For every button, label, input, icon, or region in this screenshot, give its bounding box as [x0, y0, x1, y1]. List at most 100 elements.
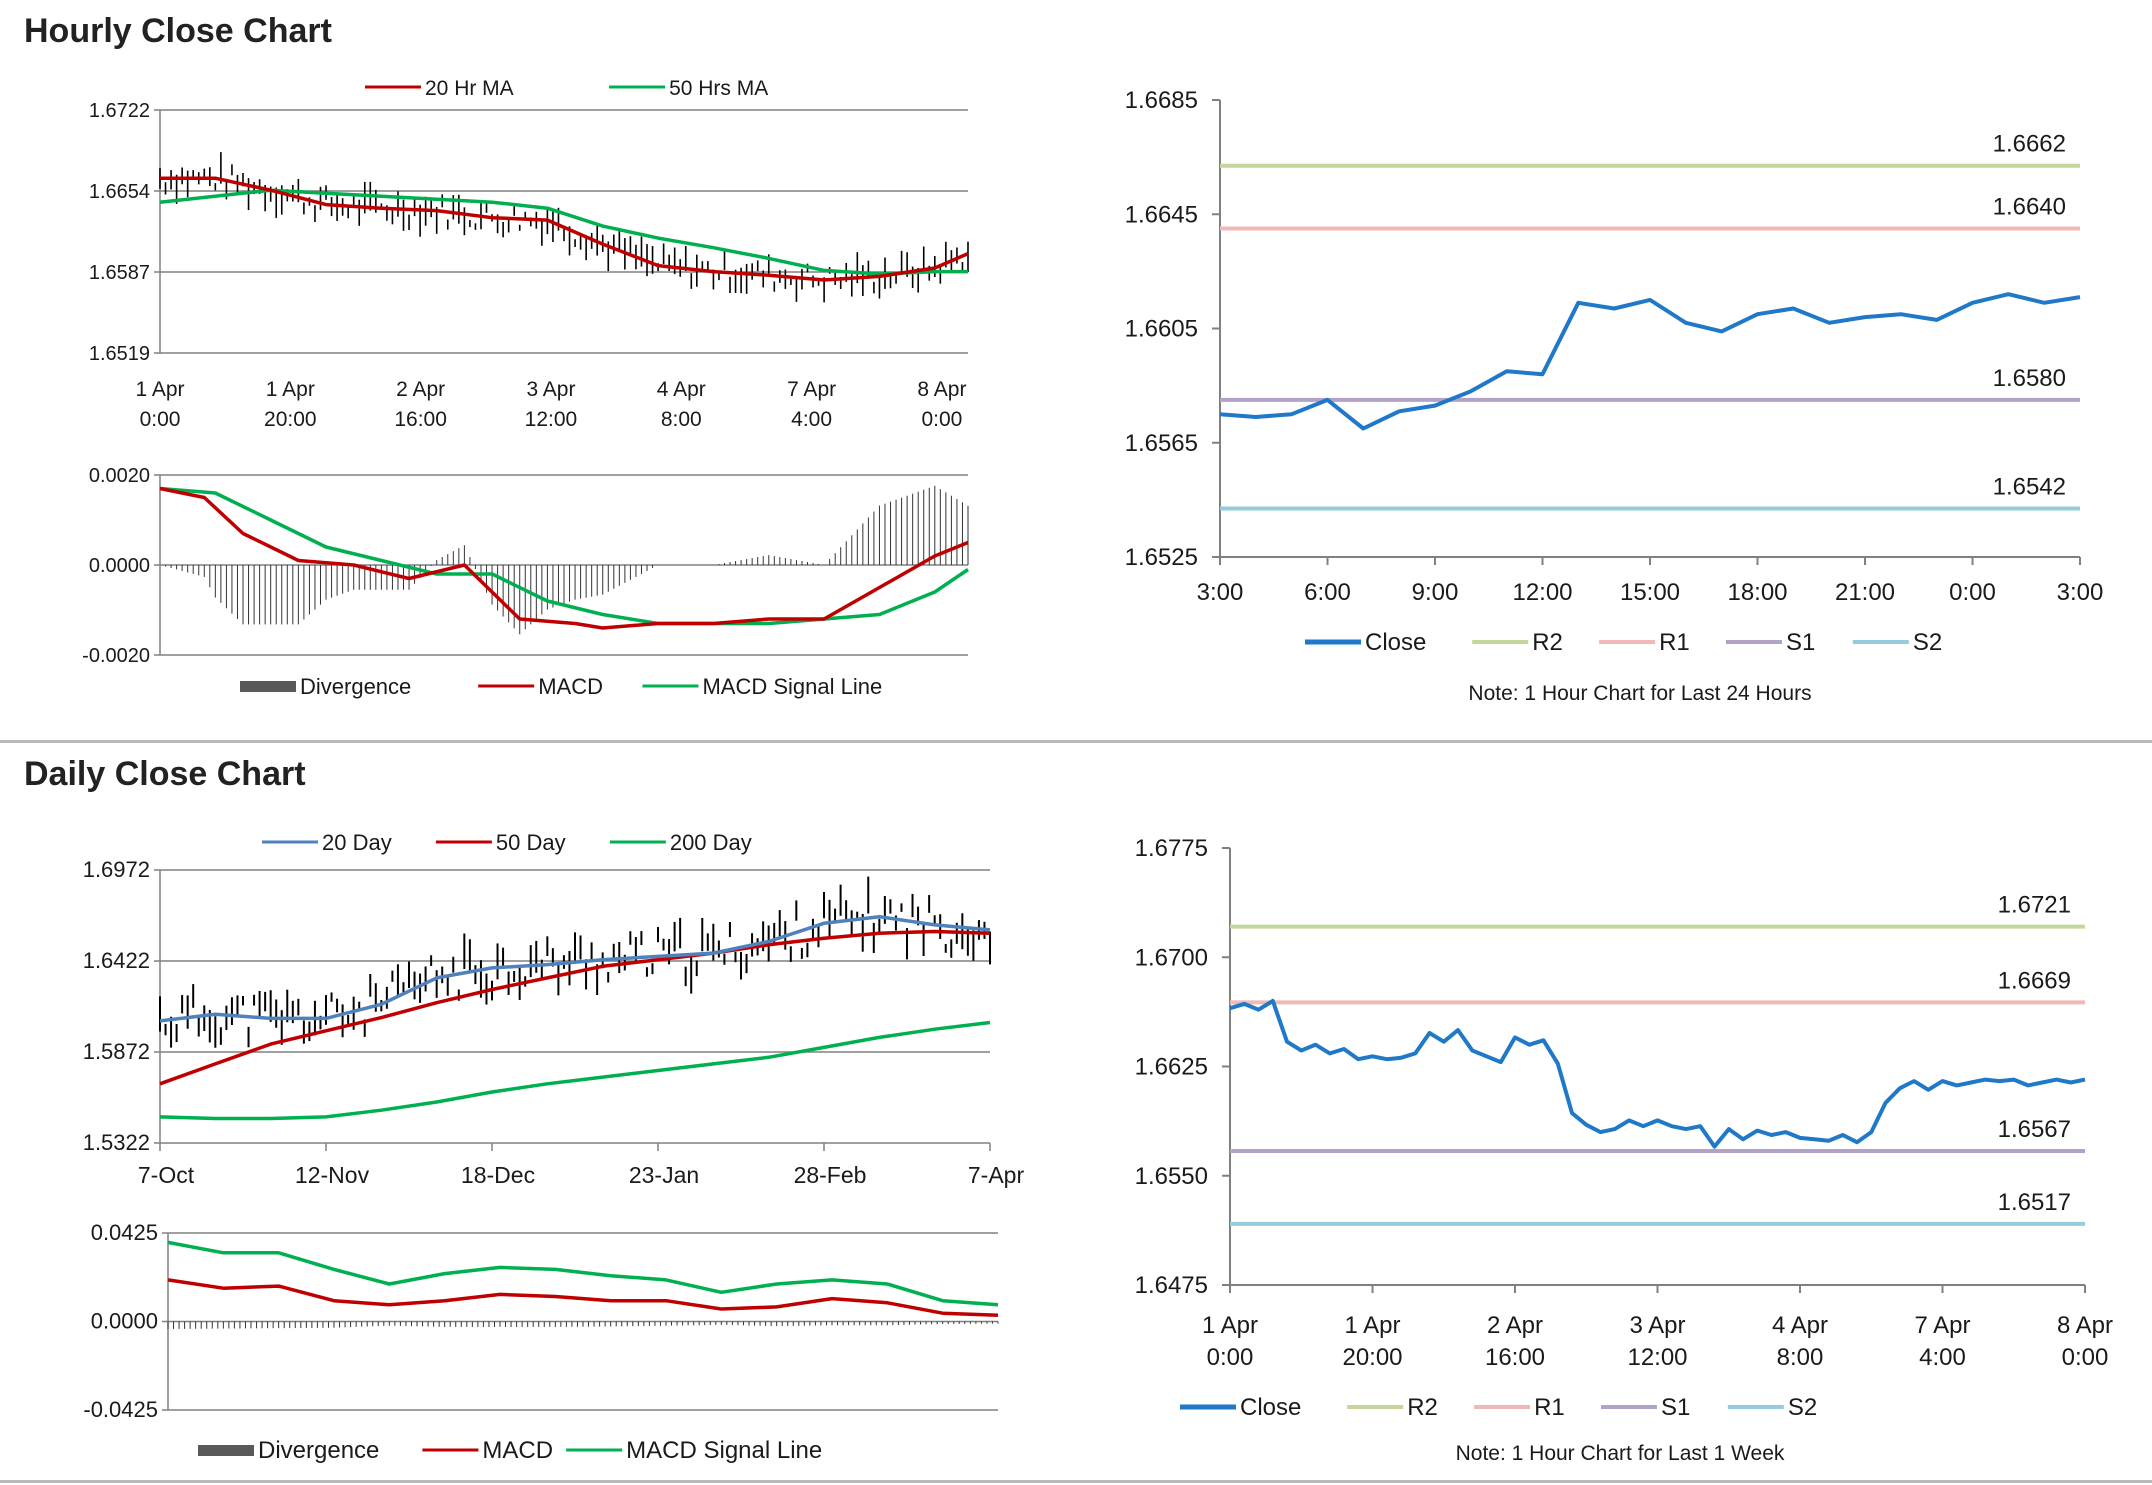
- y-tick-label: 1.6775: [1135, 835, 1208, 862]
- series-line-close: [1229, 998, 2086, 1149]
- level-label-s2: 1.6542: [1993, 473, 2066, 500]
- chart-note: Note: 1 Hour Chart for Last 24 Hours: [1468, 682, 1811, 705]
- section-divider: [0, 740, 2152, 743]
- daily-levels-chart: 1.6775 1.6700 1.6625 1.6550 1.6475 1 Apr 0:00 1…: [1135, 835, 2113, 1465]
- y-tick-label: 1.6475: [1135, 1272, 1208, 1299]
- series-line-50-day: [159, 929, 991, 1086]
- x-tick-label: 7 Apr: [1914, 1312, 1970, 1339]
- y-tick-label: -0.0425: [83, 1397, 158, 1422]
- series-line-20-day: [159, 914, 991, 1023]
- y-tick-label: 1.6625: [1135, 1054, 1208, 1081]
- legend-label-50hrs-ma: 50 Hrs MA: [669, 77, 768, 100]
- x-tick-label: 8:00: [1777, 1344, 1824, 1371]
- level-label-s1: 1.6580: [1993, 365, 2066, 392]
- x-tick-label: 12:00: [525, 408, 578, 431]
- hourly-section-title: Hourly Close Chart: [24, 12, 332, 50]
- x-tick-label: 21:00: [1835, 579, 1895, 606]
- x-tick-label: 7-Oct: [138, 1162, 195, 1188]
- daily-macd-chart: 0.0425 0.0000 -0.0425 Divergence MACD MACD Si…: [83, 1220, 999, 1464]
- x-tick-label: 18:00: [1727, 579, 1787, 606]
- x-tick-label: 28-Feb: [794, 1162, 867, 1188]
- y-tick-label: 1.6700: [1135, 944, 1208, 971]
- daily-price-chart: 1.6972 1.6422 1.5872 1.5322 7-Oct 12-Nov 18-De…: [83, 830, 1025, 1188]
- x-tick-label: 6:00: [1304, 579, 1351, 606]
- y-tick-label: 1.6605: [1125, 316, 1198, 343]
- level-label-s2: 1.6517: [1998, 1189, 2071, 1216]
- legend-label-s2: S2: [1913, 629, 1942, 656]
- x-tick-label: 3 Apr: [1629, 1312, 1685, 1339]
- x-tick-label: 15:00: [1620, 579, 1680, 606]
- legend-label-macd: MACD: [482, 1437, 553, 1464]
- x-tick-label: 12:00: [1512, 579, 1572, 606]
- series-line-macd-signal: [159, 486, 969, 626]
- legend-label-macd: MACD: [538, 674, 603, 699]
- daily-section-title: Daily Close Chart: [24, 755, 306, 793]
- legend-label-20hr-ma: 20 Hr MA: [425, 77, 514, 100]
- level-label-r2: 1.6662: [1993, 131, 2066, 158]
- x-tick-label: 12-Nov: [295, 1162, 370, 1188]
- x-tick-label: 9:00: [1412, 579, 1459, 606]
- y-tick-label: -0.0020: [82, 645, 150, 667]
- series-line-macd: [159, 486, 969, 630]
- level-label-s1: 1.6567: [1998, 1116, 2071, 1143]
- y-tick-label: 0.0020: [89, 465, 150, 487]
- hourly-levels-chart: 1.6685 1.6645 1.6605 1.6565 1.6525 3:00 6:00 9:…: [1125, 87, 2104, 705]
- y-tick-label: 1.6654: [89, 181, 150, 203]
- x-tick-label: 7-Apr: [968, 1162, 1025, 1188]
- series-line-20hr-ma: [160, 176, 969, 282]
- x-tick-label: 0:00: [921, 408, 962, 431]
- legend-label-macd-signal: MACD Signal Line: [702, 674, 882, 699]
- y-tick-label: 1.6645: [1125, 201, 1198, 228]
- legend-label-20-day: 20 Day: [322, 830, 392, 855]
- legend-label-r2: R2: [1407, 1394, 1438, 1421]
- x-tick-label: 0:00: [140, 408, 181, 431]
- y-tick-label: 1.6422: [83, 948, 150, 973]
- y-tick-label: 0.0000: [89, 555, 150, 577]
- legend-label-divergence: Divergence: [300, 674, 411, 699]
- x-tick-label: 4:00: [1919, 1344, 1966, 1371]
- legend-label-s2: S2: [1788, 1394, 1817, 1421]
- x-tick-label: 16:00: [1485, 1344, 1545, 1371]
- legend-swatch-divergence: [198, 1445, 254, 1456]
- legend-label-s1: S1: [1786, 629, 1815, 656]
- x-tick-label: 2 Apr: [396, 378, 445, 401]
- series-line-50hrs-ma: [159, 188, 968, 276]
- level-label-r2: 1.6721: [1998, 892, 2071, 919]
- x-tick-label: 1 Apr: [1202, 1312, 1258, 1339]
- x-tick-label: 0:00: [1949, 579, 1996, 606]
- y-tick-label: 1.6519: [89, 343, 150, 365]
- x-tick-label: 1 Apr: [266, 378, 315, 401]
- x-tick-label: 16:00: [394, 408, 447, 431]
- y-tick-label: 1.5322: [83, 1130, 150, 1155]
- series-line-macd: [167, 1278, 999, 1318]
- hourly-macd-chart: 0.0020 0.0000 -0.0020 Divergence MACD MACD Si…: [82, 465, 969, 699]
- x-tick-label: 1 Apr: [1344, 1312, 1400, 1339]
- y-tick-label: 0.0425: [91, 1220, 158, 1245]
- x-tick-label: 4:00: [791, 408, 832, 431]
- x-tick-label: 2 Apr: [1487, 1312, 1543, 1339]
- x-tick-label: 0:00: [2062, 1344, 2109, 1371]
- legend-label-50-day: 50 Day: [496, 830, 566, 855]
- legend-swatch-divergence: [240, 681, 296, 692]
- x-tick-label: 0:00: [1207, 1344, 1254, 1371]
- y-tick-label: 1.6587: [89, 262, 150, 284]
- series-line-close: [1219, 292, 2081, 431]
- x-tick-label: 3:00: [1197, 579, 1244, 606]
- x-tick-label: 20:00: [264, 408, 317, 431]
- x-tick-label: 8 Apr: [917, 378, 966, 401]
- legend-label-r2: R2: [1532, 629, 1563, 656]
- x-tick-label: 23-Jan: [629, 1162, 699, 1188]
- legend-label-s1: S1: [1661, 1394, 1690, 1421]
- legend-label-macd-signal: MACD Signal Line: [626, 1437, 822, 1464]
- y-tick-label: 1.6525: [1125, 544, 1198, 571]
- series-line-macd-signal: [167, 1240, 999, 1307]
- y-tick-label: 0.0000: [91, 1309, 158, 1334]
- y-tick-label: 1.6722: [89, 100, 150, 122]
- level-label-r1: 1.6669: [1998, 967, 2071, 994]
- x-tick-label: 18-Dec: [461, 1162, 535, 1188]
- bottom-divider: [0, 1480, 2152, 1483]
- hourly-price-chart: 1.6722 1.6654 1.6587 1.6519 1 Apr 0:00 1 Apr 20…: [89, 77, 969, 431]
- x-tick-label: 8 Apr: [2057, 1312, 2113, 1339]
- legend-label-r1: R1: [1534, 1394, 1565, 1421]
- x-tick-label: 8:00: [661, 408, 702, 431]
